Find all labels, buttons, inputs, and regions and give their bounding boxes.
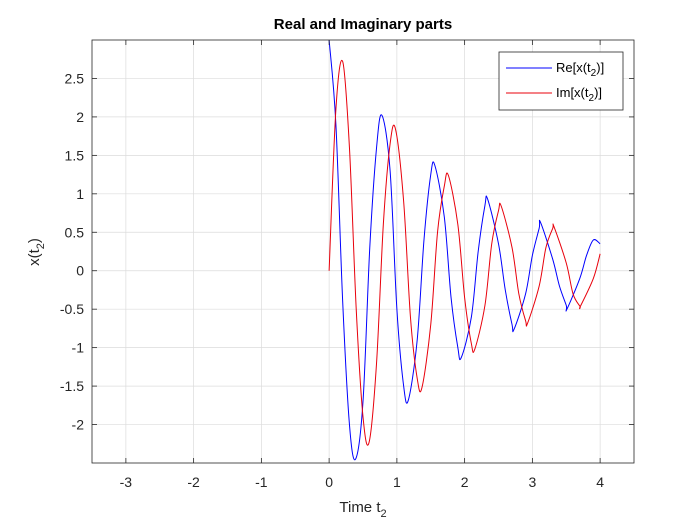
series-line-re xyxy=(328,39,601,461)
y-tick-label: -1 xyxy=(72,340,85,356)
y-tick-label: -0.5 xyxy=(60,301,84,317)
y-tick-label: 1.5 xyxy=(65,147,85,163)
series-line-im xyxy=(328,59,601,446)
x-tick-label: 2 xyxy=(461,474,469,490)
y-tick-label: -1.5 xyxy=(60,378,84,394)
legend: Re[x(t2)] Im[x(t2)] xyxy=(498,51,624,111)
x-tick-label: 1 xyxy=(393,474,401,490)
x-tick-label: -1 xyxy=(255,474,268,490)
y-tick-label: 2 xyxy=(76,109,84,125)
x-tick-label: -2 xyxy=(187,474,200,490)
plot-frame xyxy=(91,39,635,464)
x-tick-label: -3 xyxy=(120,474,133,490)
grid-lines xyxy=(92,40,634,463)
x-tick-label: 3 xyxy=(528,474,536,490)
legend-box xyxy=(498,51,624,111)
legend-label-im: Im[x(t2)] xyxy=(556,85,602,104)
plot-area xyxy=(92,40,634,463)
x-tick-label: 4 xyxy=(596,474,604,490)
y-tick-label: -2 xyxy=(72,417,85,433)
y-tick-label: 2.5 xyxy=(65,70,85,86)
y-tick-label: 0.5 xyxy=(65,224,85,240)
y-axis-label: x(t2) xyxy=(26,238,47,266)
axis-ticks: -3 -2 -1 0 1 2 3 4 -2 -1.5 -1 -0.5 0 0.5 1 1.5 2 2.5 xyxy=(60,40,634,490)
y-tick-label: 1 xyxy=(76,186,84,202)
x-axis-label: Time t2 xyxy=(339,499,386,520)
legend-label-re: Re[x(t2)] xyxy=(556,60,604,79)
x-tick-label: 0 xyxy=(325,474,333,490)
series-lines xyxy=(328,39,601,461)
y-tick-label: 0 xyxy=(76,263,84,279)
chart-title: Real and Imaginary parts xyxy=(274,16,452,33)
